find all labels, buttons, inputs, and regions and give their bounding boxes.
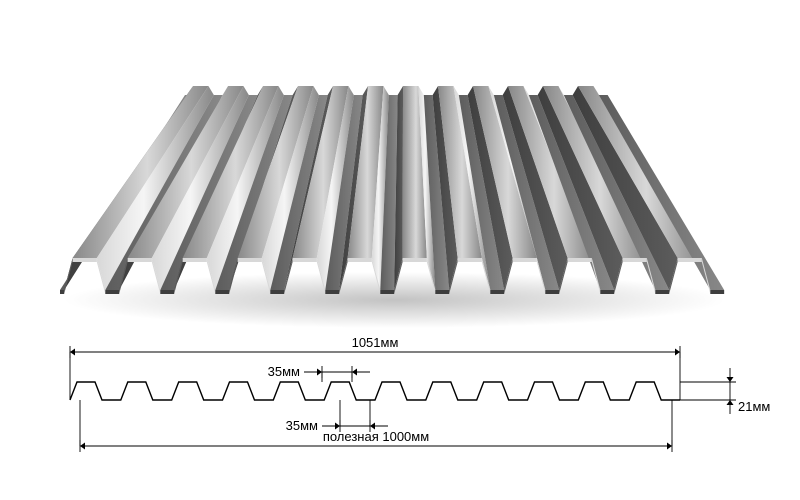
profile-polyline: [70, 382, 680, 400]
dimension-полезная 1000мм: полезная 1000мм: [80, 429, 672, 452]
diagram-svg: 1051мм 35мм 35мм полезная 1000мм 21мм: [0, 0, 800, 500]
dimension-label: 1051мм: [352, 335, 399, 350]
dimension-1051мм: 1051мм: [70, 335, 680, 358]
dimension-21мм: 21мм: [724, 368, 770, 414]
dimension-35мм: 35мм: [268, 364, 370, 379]
dimension-label: 35мм: [286, 418, 318, 433]
diagram-stage: 1051мм 35мм 35мм полезная 1000мм 21мм: [0, 0, 800, 500]
dimension-label: полезная 1000мм: [323, 429, 429, 444]
dimension-label: 35мм: [268, 364, 300, 379]
dimension-label: 21мм: [738, 399, 770, 414]
